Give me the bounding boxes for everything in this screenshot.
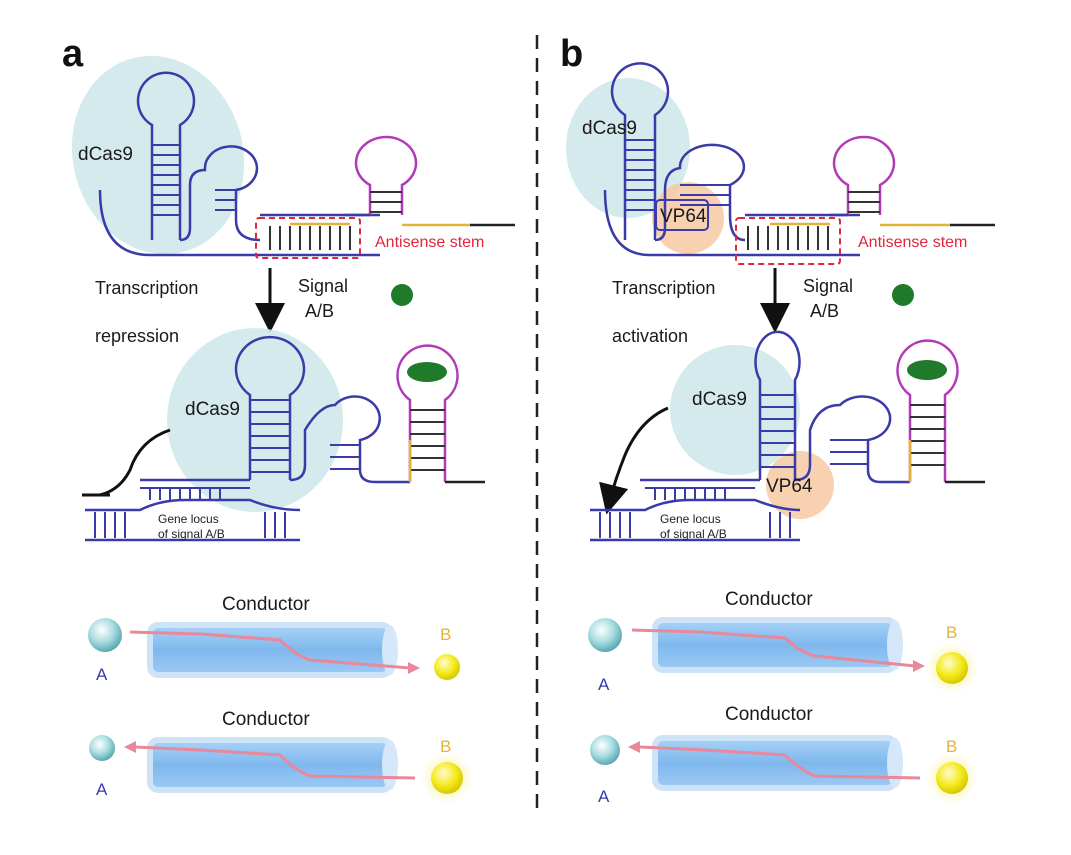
- node-A-2: [89, 735, 115, 761]
- conductor-1-b: [652, 617, 898, 673]
- signal-path-2: [134, 745, 416, 780]
- dcas9-label-top: dCas9: [78, 144, 133, 165]
- aptamer-bound: [396, 344, 485, 484]
- dcas9-label-top-b: dCas9: [582, 118, 637, 139]
- node-A-label-2-b: A: [598, 787, 610, 806]
- panel-a-letter: a: [62, 33, 84, 75]
- node-B-1-b: [936, 652, 968, 684]
- mode-label-line2: repression: [95, 326, 179, 346]
- signal-path-2-b: [639, 745, 921, 780]
- conductor-label-2-b: Conductor: [725, 704, 813, 725]
- node-B-1: [434, 654, 460, 680]
- guide-rna-bottom: [140, 335, 410, 484]
- vp64-box: [655, 199, 709, 231]
- aptamer-top-b: [830, 135, 995, 227]
- antisense-label: Antisense stem: [375, 234, 484, 251]
- signal-label-line2-b: A/B: [810, 301, 839, 321]
- vp64-label-bottom: VP64: [766, 476, 813, 497]
- panel-a: a: [62, 33, 515, 804]
- gene-locus-dna-b: [590, 487, 801, 542]
- gene-locus-label-line1-b: Gene locus: [660, 512, 721, 526]
- antisense-box-b: [735, 217, 841, 265]
- signal-path-1: [129, 630, 411, 670]
- conductor-label-1: Conductor: [222, 594, 310, 615]
- conductor-label-2: Conductor: [222, 709, 310, 730]
- gene-locus-label-line2-b: of signal A/B: [660, 527, 727, 541]
- signal-label-line1-b: Signal: [803, 276, 853, 296]
- node-A-2-b: [590, 735, 620, 765]
- signal-molecule-b: [892, 284, 914, 306]
- activation-line: [599, 406, 669, 515]
- repression-line: [99, 428, 171, 497]
- signal-path-1-b: [631, 628, 916, 668]
- signal-molecule-bound-b: [907, 360, 947, 380]
- conductor-2-b: [652, 735, 898, 791]
- signal-label-line1: Signal: [298, 276, 348, 296]
- node-A-1-b: [588, 618, 622, 652]
- antisense-box: [255, 217, 361, 259]
- guide-rna-top-b: [603, 62, 860, 257]
- mode-label-line1: Transcription: [95, 278, 198, 298]
- gene-locus-label-line2: of signal A/B: [158, 527, 225, 541]
- guide-rna-bottom-b: [640, 330, 910, 484]
- node-B-label-2: B: [440, 737, 451, 756]
- panel-b-letter: b: [560, 33, 583, 75]
- node-B-label-1-b: B: [946, 623, 957, 642]
- signal-molecule: [391, 284, 413, 306]
- node-B-label-2-b: B: [946, 737, 957, 756]
- dcas9-label-bottom-b: dCas9: [692, 389, 747, 410]
- mode-label-line2-b: activation: [612, 326, 688, 346]
- node-A-label-1-b: A: [598, 675, 610, 694]
- antisense-stem-rungs-b: [747, 226, 829, 250]
- dcas9-label-bottom: dCas9: [185, 399, 240, 420]
- conductor-label-1-b: Conductor: [725, 589, 813, 610]
- panel-b: b Antisense stem: [560, 33, 995, 806]
- signal-molecule-bound: [407, 362, 447, 382]
- antisense-stem-rungs: [269, 226, 351, 250]
- node-A-1: [88, 618, 122, 652]
- signal-label-line2: A/B: [305, 301, 334, 321]
- node-A-label-2: A: [96, 780, 108, 799]
- antisense-label-b: Antisense stem: [858, 234, 967, 251]
- vp64-label-top: VP64: [660, 206, 707, 227]
- dcas9-blob-bottom: [167, 328, 343, 512]
- node-B-2: [431, 762, 463, 794]
- aptamer-top: [345, 135, 515, 227]
- aptamer-bound-b: [896, 339, 985, 484]
- node-B-label-1: B: [440, 625, 451, 644]
- mode-label-line1-b: Transcription: [612, 278, 715, 298]
- node-B-2-b: [936, 762, 968, 794]
- guide-rna-top: [98, 71, 380, 257]
- conductor-2: [147, 737, 393, 793]
- gene-locus-label-line1: Gene locus: [158, 512, 219, 526]
- node-A-label-1: A: [96, 665, 108, 684]
- gene-locus-dna: [85, 487, 301, 542]
